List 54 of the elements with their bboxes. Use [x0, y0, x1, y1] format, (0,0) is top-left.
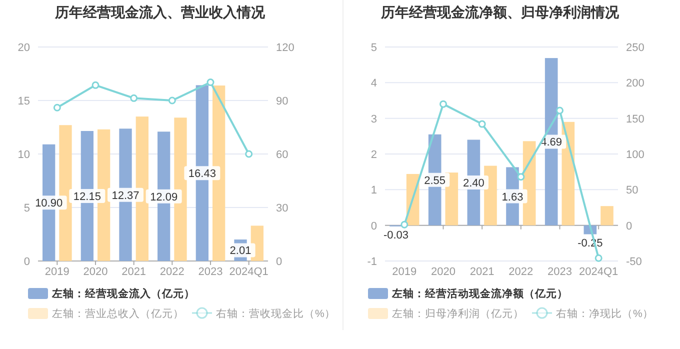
- data-label: 16.43: [188, 168, 216, 180]
- legend-label: 左轴：营业总收入（亿元）: [52, 307, 184, 320]
- y-tick-label: 1: [370, 184, 377, 197]
- y2-tick-label: 90: [276, 96, 288, 108]
- y2-tick-label: -50: [626, 256, 642, 268]
- data-label: 10.90: [35, 198, 63, 210]
- chart-title: 历年经营现金流入、营业收入情况: [54, 4, 266, 20]
- y2-tick-label: 250: [626, 42, 644, 54]
- chart-title: 历年经营现金流净额、归母净利润情况: [380, 4, 620, 20]
- y2-tick-label: 60: [276, 149, 288, 161]
- data-label: 12.09: [150, 191, 178, 204]
- y-tick-label: 0: [24, 256, 30, 268]
- y2-tick-label: 0: [626, 220, 632, 232]
- y-tick-label: 5: [24, 202, 30, 214]
- y2-tick-label: 30: [276, 202, 288, 214]
- legend-label: 左轴：经营现金流入（亿元）: [51, 287, 195, 300]
- x-tick-label: 2020: [431, 266, 456, 278]
- y2-tick-label: 0: [276, 256, 282, 268]
- y2-tick-label: 50: [626, 184, 638, 197]
- data-label: 2.55: [424, 174, 446, 187]
- y-tick-label: 20: [18, 42, 30, 54]
- y-tick-label: 2: [370, 149, 377, 161]
- data-label: 12.15: [73, 190, 101, 203]
- data-label: 2.40: [462, 178, 484, 190]
- x-tick-label: 2022: [160, 266, 184, 278]
- x-tick-label: 2020: [83, 266, 108, 278]
- legend-label: 左轴：归母净利润（亿元）: [392, 307, 524, 320]
- y-tick-label: 0: [370, 220, 377, 232]
- x-tick-label: 2022: [508, 266, 534, 278]
- x-tick-label: 2019: [44, 266, 70, 278]
- y2-tick-label: 100: [626, 149, 644, 161]
- legend-label: 左轴：经营活动现金流净额（亿元）: [391, 287, 568, 300]
- data-label: -0.03: [383, 229, 409, 242]
- x-tick-label: 2024Q1: [229, 266, 268, 278]
- data-label: 1.63: [502, 191, 524, 204]
- x-tick-label: 2023: [548, 266, 572, 278]
- data-label: 2.01: [230, 245, 252, 258]
- legend-label: 右轴：营收现金比（%）: [216, 307, 336, 320]
- y2-tick-label: 200: [626, 78, 644, 90]
- y-tick-label: 4: [370, 78, 377, 90]
- y-tick-label: 15: [18, 96, 30, 108]
- data-label: 12.37: [112, 190, 140, 202]
- x-tick-label: 2021: [122, 266, 146, 278]
- x-tick-label: 2019: [392, 266, 417, 278]
- y-tick-label: 3: [370, 113, 377, 126]
- y-tick-label: 5: [370, 42, 377, 54]
- x-tick-label: 2023: [198, 266, 223, 278]
- x-tick-label: 2021: [470, 266, 494, 278]
- y-tick-label: -1: [367, 256, 377, 268]
- y-tick-label: 10: [18, 149, 30, 161]
- legend-label: 右轴：净现比（%）: [556, 307, 654, 320]
- y2-tick-label: 120: [276, 42, 294, 54]
- x-tick-label: 2024Q1: [579, 266, 618, 278]
- y2-tick-label: 150: [626, 113, 644, 126]
